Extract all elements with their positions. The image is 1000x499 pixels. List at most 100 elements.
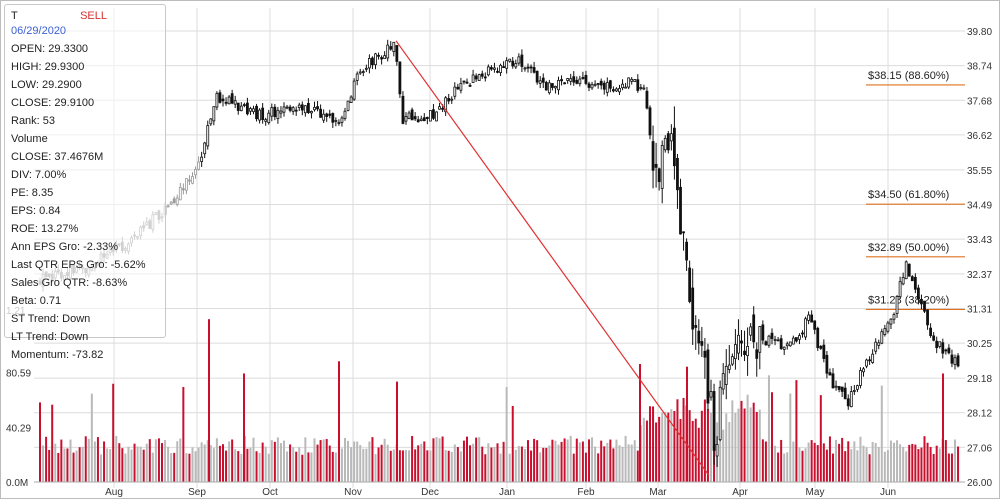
candle-body — [898, 281, 902, 298]
candle-body — [523, 67, 527, 70]
candle-body — [581, 77, 585, 79]
volume-bar — [847, 441, 850, 482]
candle-body — [712, 391, 716, 451]
candle-body — [605, 82, 609, 93]
candle-body — [871, 353, 875, 363]
candle-body — [721, 373, 725, 390]
candle-body — [541, 77, 545, 83]
volume-bar — [450, 451, 453, 482]
volume-bar — [475, 437, 478, 482]
volume-bar — [652, 406, 655, 482]
volume-bar — [432, 438, 435, 482]
volume-bar — [353, 441, 356, 482]
volume-bar — [639, 363, 641, 482]
volume-bar — [426, 450, 429, 482]
volume-bar — [880, 385, 883, 482]
volume-bar — [856, 450, 859, 482]
volume-bar — [392, 449, 395, 482]
volume-bar — [533, 438, 536, 482]
candle-body — [923, 300, 926, 312]
volume-bar — [298, 447, 301, 482]
candle-body — [224, 101, 228, 104]
volume-bar — [798, 447, 801, 482]
volume-bar — [923, 436, 926, 482]
candle-body — [566, 78, 570, 81]
volume-bar — [240, 453, 243, 482]
candle-body — [450, 98, 454, 101]
volume-bar — [819, 395, 822, 482]
volume-bar — [825, 449, 828, 482]
volume-bar — [176, 441, 179, 482]
volume-bar — [686, 366, 688, 482]
volume-bar — [734, 412, 737, 482]
volume-bar — [649, 406, 651, 482]
candle-body — [709, 391, 713, 398]
volume-bar — [258, 452, 261, 482]
candle-body — [200, 156, 204, 162]
candle-body — [191, 176, 194, 184]
volume-bar — [508, 453, 511, 482]
candle-body — [230, 93, 234, 104]
volume-bar — [935, 445, 938, 482]
month-tick-label: Aug — [105, 487, 123, 498]
candle-body — [654, 163, 658, 168]
candle-body — [630, 78, 634, 82]
volume-bar — [423, 441, 426, 482]
candle-body — [618, 87, 621, 93]
volume-bar — [566, 439, 569, 482]
candle-body — [428, 110, 432, 122]
volume-bar — [615, 439, 618, 482]
candle-body — [374, 53, 377, 66]
candle-body — [724, 366, 728, 385]
stat-eps: EPS: 0.84 — [11, 205, 61, 217]
candle-body — [703, 350, 707, 358]
volume-bar — [377, 447, 380, 482]
candle-body — [300, 104, 304, 111]
volume-bar — [725, 413, 728, 482]
stat-volume-heading: Volume — [11, 133, 48, 145]
candle-body — [538, 80, 542, 84]
volume-bar — [237, 451, 240, 482]
candle-body — [868, 359, 871, 362]
volume-bar — [66, 448, 69, 482]
candle-body — [352, 80, 356, 100]
volume-tick-label: 40.29 — [6, 423, 31, 434]
candle-body — [188, 179, 191, 182]
volume-bar — [944, 440, 947, 482]
candle-body — [608, 80, 612, 89]
volume-bar — [362, 448, 365, 482]
stat-low: LOW: 29.2900 — [11, 79, 82, 91]
candle-body — [169, 201, 173, 205]
volume-bar — [115, 435, 118, 482]
volume-bar — [212, 448, 215, 482]
candle-body — [807, 314, 810, 321]
candle-body — [392, 41, 396, 52]
candle-body — [584, 75, 588, 84]
volume-bar — [728, 421, 731, 482]
candle-body — [663, 137, 667, 151]
volume-bar — [630, 444, 633, 482]
volume-bar — [405, 450, 407, 482]
candle-body — [730, 356, 734, 365]
volume-bar — [194, 451, 197, 482]
volume-bar — [456, 447, 459, 482]
candle-body — [172, 198, 176, 204]
candle-body — [840, 386, 844, 392]
candle-body — [734, 344, 737, 360]
month-tick-label: Nov — [344, 487, 362, 498]
volume-bar — [273, 441, 276, 482]
candle-body — [517, 56, 521, 64]
candle-body — [294, 109, 298, 112]
candle-body — [599, 80, 603, 86]
price-tick-label: 28.12 — [967, 409, 992, 420]
stat-rank: Rank: 53 — [11, 115, 56, 127]
volume-bar — [511, 405, 514, 482]
volume-bar — [462, 440, 465, 482]
candle-body — [590, 84, 594, 89]
candle-body — [435, 111, 438, 122]
candle-body — [801, 332, 804, 335]
volume-bar — [344, 437, 346, 482]
volume-bar — [841, 437, 844, 482]
volume-bar — [338, 361, 340, 482]
candle-body — [624, 86, 627, 89]
